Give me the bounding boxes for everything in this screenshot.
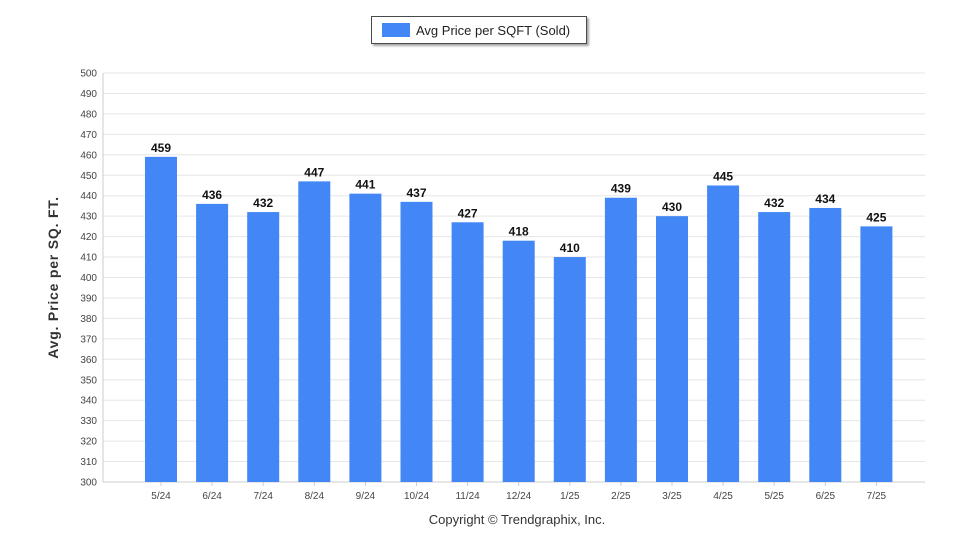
y-tick-label: 320 [80, 437, 97, 448]
y-tick-label: 400 [80, 273, 97, 284]
x-tick-label: 1/25 [560, 491, 580, 502]
y-tick-label: 430 [80, 212, 97, 223]
bar [553, 257, 586, 482]
y-tick-label: 340 [80, 396, 97, 407]
y-tick-label: 360 [80, 355, 97, 366]
data-label: 436 [202, 188, 222, 202]
bar [809, 207, 842, 482]
legend: Avg Price per SQFT (Sold) [371, 16, 587, 44]
y-tick-label: 480 [80, 109, 97, 120]
y-tick-label: 390 [80, 293, 97, 304]
bar [502, 240, 535, 482]
y-tick-label: 350 [80, 375, 97, 386]
bar [707, 185, 740, 482]
y-tick-label: 370 [80, 334, 97, 345]
bar [196, 203, 229, 482]
data-label: 425 [866, 210, 886, 224]
y-tick-label: 330 [80, 416, 97, 427]
bar [451, 222, 484, 482]
x-tick-label: 8/24 [305, 491, 325, 502]
x-tick-label: 12/24 [506, 491, 531, 502]
data-label: 432 [764, 196, 784, 210]
x-tick-label: 6/24 [202, 491, 222, 502]
data-label: 427 [458, 206, 478, 220]
y-tick-label: 500 [80, 69, 97, 80]
copyright-footer: Copyright © Trendgraphix, Inc. [428, 512, 606, 527]
y-tick-label: 460 [80, 150, 97, 161]
data-label: 432 [253, 196, 273, 210]
y-tick-label: 450 [80, 171, 97, 182]
x-tick-label: 5/25 [764, 491, 784, 502]
y-tick-label: 490 [80, 89, 97, 100]
bar [860, 226, 893, 482]
bar [656, 216, 688, 482]
data-label: 410 [560, 241, 580, 255]
x-tick-label: 9/24 [356, 491, 376, 502]
bar [349, 193, 382, 482]
y-tick-label: 470 [80, 130, 97, 141]
x-tick-label: 10/24 [404, 491, 429, 502]
legend-label: Avg Price per SQFT (Sold) [416, 22, 571, 38]
bar [400, 201, 433, 482]
x-tick-label: 6/25 [816, 491, 836, 502]
bar [247, 212, 280, 482]
data-label: 437 [406, 186, 426, 200]
data-label: 430 [662, 200, 682, 214]
x-tick-label: 3/25 [662, 491, 682, 502]
y-tick-label: 310 [80, 457, 97, 468]
x-tick-label: 5/24 [151, 491, 171, 502]
data-label: 434 [815, 192, 835, 206]
y-tick-label: 380 [80, 314, 97, 325]
x-tick-label: 4/25 [713, 491, 733, 502]
data-label: 459 [151, 141, 171, 155]
data-label: 445 [713, 169, 733, 183]
y-tick-label: 410 [80, 253, 97, 264]
y-tick-label: 440 [80, 191, 97, 202]
bar [758, 212, 791, 482]
legend-swatch [382, 23, 410, 37]
x-tick-label: 11/24 [455, 491, 480, 502]
y-axis-title: Avg. Price per SQ. FT. [45, 196, 61, 359]
bar [604, 197, 637, 482]
data-label: 439 [611, 182, 631, 196]
x-tick-label: 2/25 [611, 491, 631, 502]
bar [145, 156, 177, 482]
x-tick-label: 7/25 [867, 491, 887, 502]
y-tick-label: 420 [80, 232, 97, 243]
bar [298, 181, 331, 482]
data-label: 418 [509, 225, 529, 239]
x-tick-label: 7/24 [253, 491, 273, 502]
data-label: 441 [355, 178, 375, 192]
data-label: 447 [304, 165, 324, 179]
y-tick-label: 300 [80, 478, 97, 489]
